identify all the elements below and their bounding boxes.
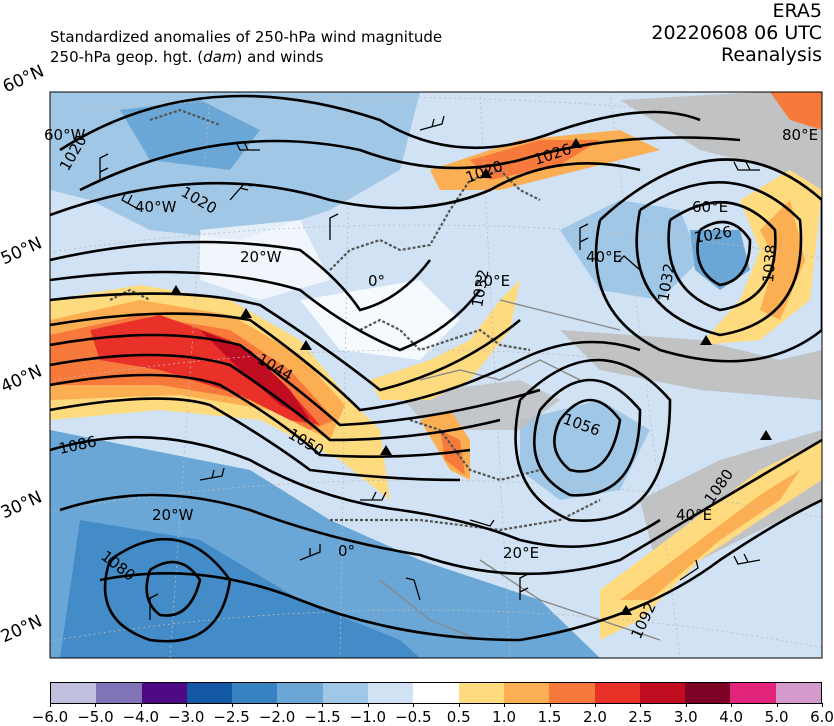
colorbar-segment [685, 683, 731, 703]
subtitle-text: 250-hPa geop. hgt. ( [50, 48, 204, 66]
colorbar-segment [549, 683, 595, 703]
datetime-label: 20220608 06 UTC [651, 22, 822, 44]
dataset-label: ERA5 [772, 0, 822, 22]
colorbar-tick-label: 1.0 [492, 708, 517, 726]
colorbar-tick-label: 2.5 [628, 708, 653, 726]
colorbar-tick-mark [549, 703, 551, 707]
grid-label: 60°E [692, 198, 728, 216]
colorbar-tick-mark [594, 703, 596, 707]
grid-label: 0° [368, 272, 385, 290]
colorbar-tick-mark [458, 703, 460, 707]
borders [379, 299, 661, 641]
colorbar-tick-mark [277, 703, 279, 707]
grid-label: 60°W [44, 126, 86, 144]
colorbar-tick-mark [140, 703, 142, 707]
colorbar-tick-label: −5.0 [77, 708, 114, 726]
grid-label-group: 60°W 40°W 20°W 0° 20°E 40°E 60°E 80°E 20… [44, 126, 818, 562]
colorbar-tick-label: 0.5 [446, 708, 471, 726]
grid-label: 20°W [240, 248, 282, 266]
colorbar-tick-mark [776, 703, 778, 707]
colorbar-segment [594, 683, 640, 703]
colorbar-tick-label: −1.0 [349, 708, 387, 726]
colorbar-tick-label: −1.5 [304, 708, 341, 726]
height-contours [50, 94, 822, 643]
colorbar-tick-label: 3.0 [673, 708, 698, 726]
colorbar-tick-mark [322, 703, 324, 707]
colorbar-tick-label: 1.5 [537, 708, 562, 726]
grid-label: 40°E [586, 248, 622, 266]
colorbar-tick-mark [822, 703, 823, 707]
colorbar-tick-label: 4.0 [719, 708, 744, 726]
colorbar-segment [730, 683, 776, 703]
colorbar-tick-mark [231, 703, 233, 707]
map-frame [49, 91, 823, 659]
colorbar-tick-mark [186, 703, 188, 707]
subtitle-text-end: ) and winds [236, 48, 324, 66]
grid-label: 40°W [135, 198, 177, 216]
colorbar-tick-mark [50, 703, 51, 707]
colorbar-tick-label: 6.0 [810, 708, 834, 726]
colorbar-segment [775, 683, 822, 703]
colorbar-tick-label: −6.0 [31, 708, 69, 726]
anomaly-shading [50, 92, 822, 658]
wind-barbs [99, 115, 761, 620]
subtitle-unit: dam [203, 48, 237, 66]
grid-label: 80°E [782, 126, 818, 144]
map-subtitle: 250-hPa geop. hgt. (dam) and winds [50, 48, 323, 66]
colorbar-tick-mark [367, 703, 369, 707]
colorbar [50, 682, 822, 704]
product-label: Reanalysis [721, 44, 822, 66]
colorbar-tick-label: 5.0 [764, 708, 789, 726]
grid-label: 20°E [474, 272, 510, 290]
colorbar-segment [368, 683, 414, 703]
colorbar-tick-label: −0.5 [395, 708, 432, 726]
colorbar-segment [277, 683, 323, 703]
colorbar-segment [413, 683, 459, 703]
contour-label: 1038 [759, 244, 780, 284]
colorbar-segment [232, 683, 278, 703]
colorbar-tick-label: −3.0 [168, 708, 205, 726]
colorbar-tick-mark [640, 703, 642, 707]
map-title: Standardized anomalies of 250-hPa wind m… [50, 28, 443, 46]
colorbar-segment [186, 683, 233, 703]
grid-label: 0° [338, 542, 355, 560]
colorbar-segment [639, 683, 686, 703]
colorbar-tick-mark [731, 703, 733, 707]
colorbar-segment [141, 683, 187, 703]
colorbar-tick-label: −2.0 [258, 708, 296, 726]
grid-label: 20°W [152, 506, 194, 524]
colorbar-tick-label: 2.0 [583, 708, 607, 726]
colorbar-segment [51, 683, 97, 703]
colorbar-tick-label: −4.0 [122, 708, 160, 726]
colorbar-segment [322, 683, 369, 703]
map-panel [50, 92, 822, 658]
colorbar-segment [503, 683, 550, 703]
grid-label: 40°E [676, 506, 712, 524]
colorbar-tick-label: −2.5 [213, 708, 250, 726]
coastlines [109, 108, 601, 532]
grid-label: 20°E [503, 544, 539, 562]
colorbar-tick-mark [685, 703, 687, 707]
wind-pennants [170, 138, 772, 615]
colorbar-segment [96, 683, 142, 703]
colorbar-tick-mark [95, 703, 97, 707]
colorbar-tick-mark [504, 703, 506, 707]
colorbar-segment [458, 683, 504, 703]
colorbar-tick-mark [413, 703, 415, 707]
